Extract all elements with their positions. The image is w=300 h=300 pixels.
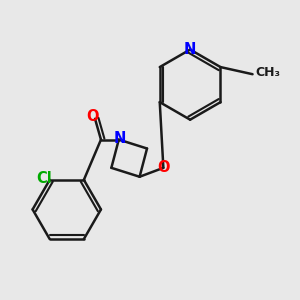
Text: CH₃: CH₃ bbox=[255, 66, 280, 79]
Text: N: N bbox=[114, 130, 127, 146]
Text: Cl: Cl bbox=[37, 171, 52, 186]
Text: O: O bbox=[86, 109, 99, 124]
Text: O: O bbox=[157, 160, 170, 175]
Text: N: N bbox=[184, 42, 196, 57]
